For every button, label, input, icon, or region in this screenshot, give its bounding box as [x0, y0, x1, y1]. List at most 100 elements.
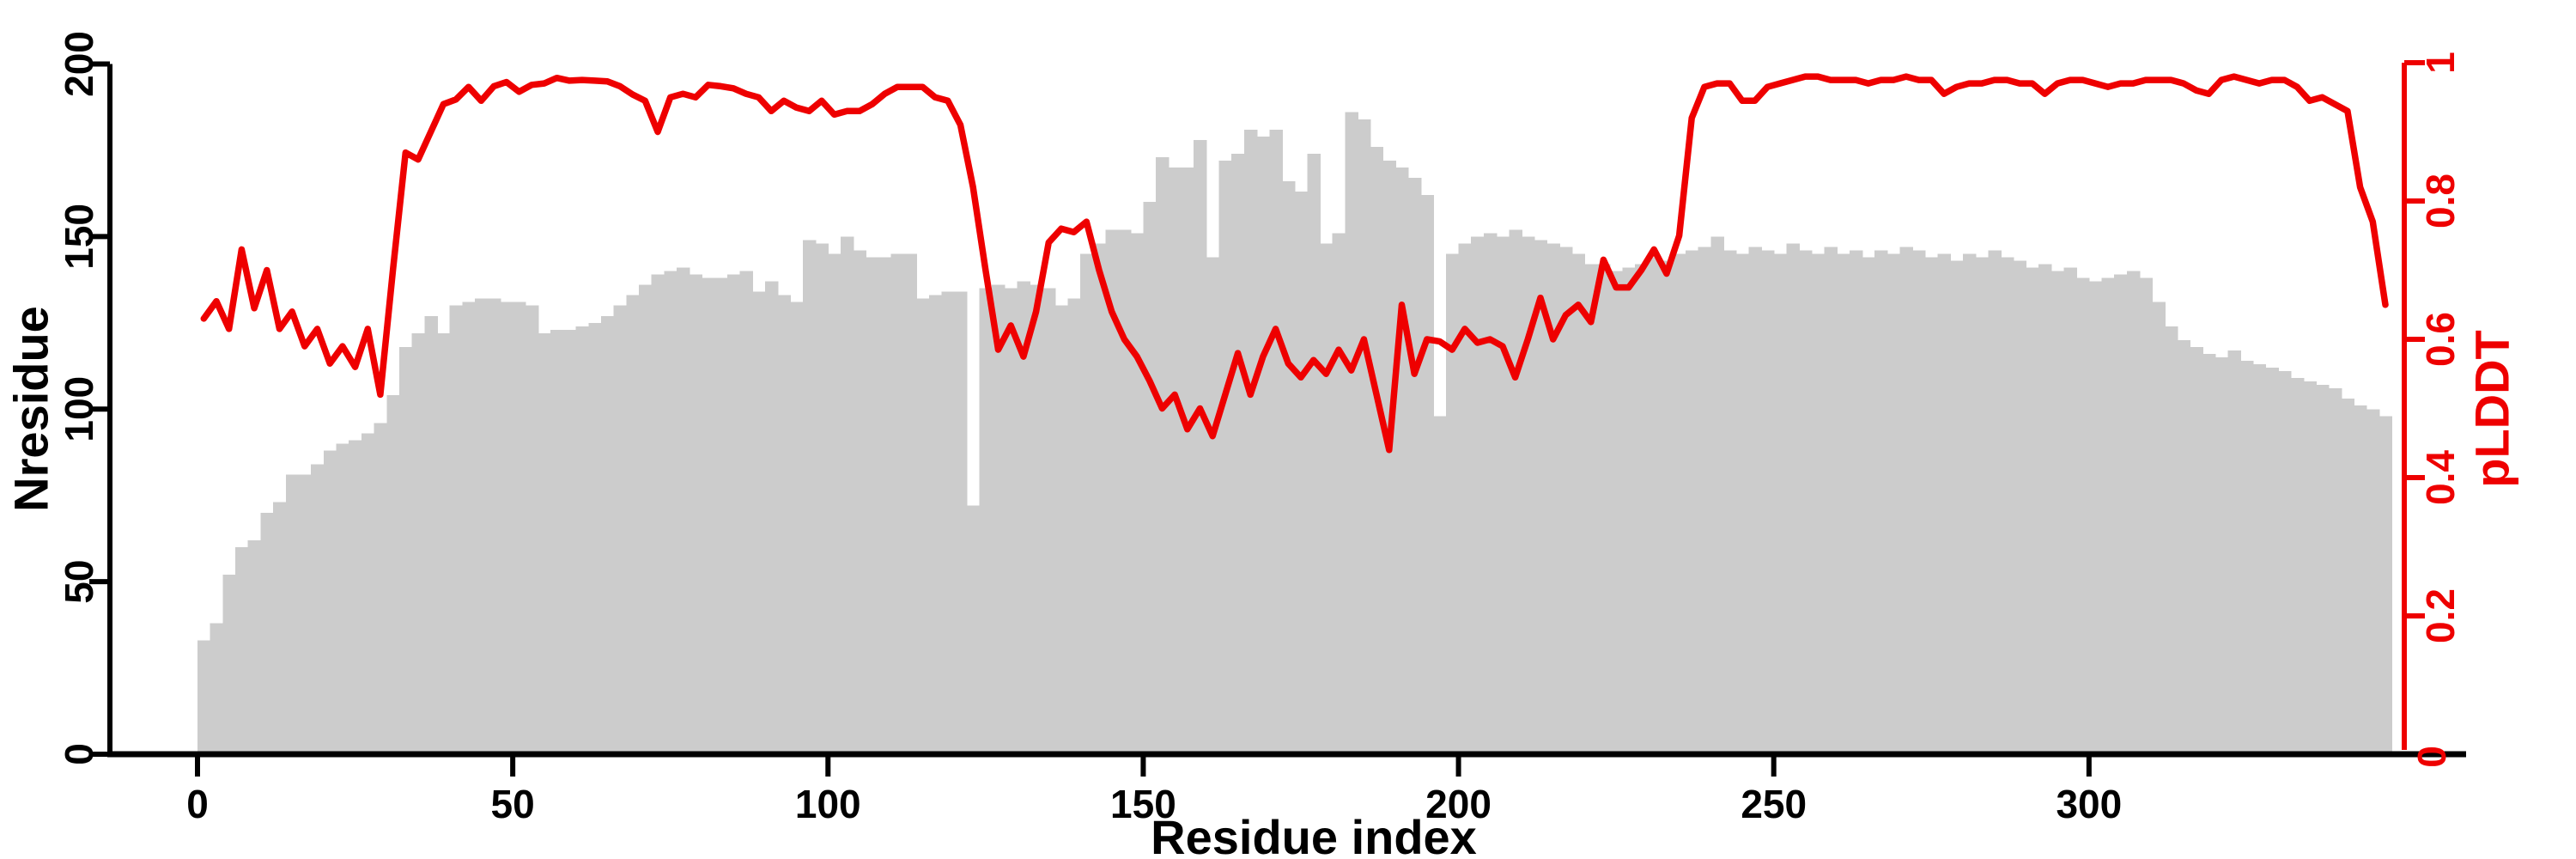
bar: [1748, 247, 1762, 754]
bar: [1181, 168, 1194, 754]
bar: [1294, 192, 1309, 754]
bar: [1269, 129, 1283, 754]
bar: [1735, 253, 1750, 754]
bar: [2341, 399, 2355, 754]
bar: [638, 284, 653, 754]
bar: [1937, 253, 1952, 754]
bar: [1370, 146, 1384, 755]
bar: [1950, 260, 1964, 754]
x-tick-label: 150: [1110, 782, 1176, 826]
bar: [588, 322, 602, 754]
bar: [1837, 253, 1850, 754]
bar: [739, 271, 753, 754]
bar: [1874, 250, 1888, 754]
bar: [273, 502, 287, 754]
bar: [1042, 288, 1056, 754]
bar: [979, 288, 993, 754]
bar: [1004, 288, 1018, 754]
bar: [222, 575, 236, 754]
bar: [1698, 247, 1712, 754]
bar: [2202, 353, 2216, 754]
bar: [689, 274, 703, 754]
bar: [1975, 257, 1990, 755]
bar: [2265, 368, 2279, 754]
bar: [1156, 156, 1170, 754]
bar: [336, 443, 350, 754]
bar: [1358, 119, 1371, 754]
bar: [1673, 253, 1686, 754]
bar: [1445, 253, 1460, 754]
bar: [1647, 257, 1662, 755]
right-tick-label: 0.8: [2418, 174, 2463, 228]
bar: [1924, 257, 1939, 755]
bar: [525, 305, 539, 755]
left-tick-label: 100: [57, 376, 101, 442]
bar: [1194, 139, 1207, 754]
bar: [1433, 416, 1447, 754]
bar: [1017, 281, 1031, 754]
bar: [890, 253, 905, 754]
bar: [1218, 160, 1233, 755]
bar: [1912, 250, 1926, 754]
bar: [651, 274, 665, 754]
left-tick-label: 200: [57, 31, 101, 97]
bar: [1862, 257, 1875, 755]
right-tick-label: 0: [2409, 746, 2454, 768]
bar: [1824, 247, 1838, 754]
bar: [2164, 326, 2178, 754]
bar: [2252, 364, 2267, 754]
bar: [260, 512, 274, 754]
bar: [1786, 243, 1800, 754]
right-tick-label: 1: [2418, 52, 2463, 74]
bar: [1143, 202, 1157, 754]
bar: [966, 505, 981, 754]
bar: [2177, 339, 2191, 754]
x-tick-label: 200: [1425, 782, 1492, 826]
x-tick-label: 50: [491, 782, 535, 826]
bar: [1105, 229, 1119, 755]
bar: [323, 450, 337, 754]
bar: [2379, 416, 2393, 754]
bar: [1899, 247, 1914, 754]
bar: [1420, 195, 1434, 755]
bar: [2240, 361, 2254, 754]
plddt-line: [200, 73, 2389, 454]
right-tick-label: 0.6: [2418, 312, 2463, 367]
bar: [1345, 112, 1358, 754]
bar: [1496, 236, 1510, 754]
bar: [285, 474, 300, 754]
axes: 0 50 100 150 200 0 50 100 150 200 250 300 0 0.2 0.4 0.6…: [57, 31, 2466, 826]
bar: [928, 295, 943, 754]
bar: [903, 253, 917, 754]
bar: [1168, 168, 1182, 754]
bar: [1988, 250, 2002, 754]
x-tick-label: 250: [1741, 782, 1807, 826]
bar: [235, 546, 249, 754]
bar: [840, 236, 854, 754]
bar: [1471, 236, 1485, 754]
bar: [500, 302, 513, 754]
bar: [1130, 233, 1145, 754]
bar: [1710, 236, 1724, 754]
bar: [626, 295, 640, 754]
bar: [2101, 277, 2116, 755]
bar: [562, 329, 577, 754]
bar: [2026, 267, 2039, 755]
bar: [2063, 267, 2077, 755]
bar: [1395, 168, 1409, 754]
bar: [2290, 378, 2305, 754]
bar: [210, 623, 224, 754]
bar: [2316, 385, 2330, 754]
bar: [2227, 350, 2241, 754]
bar: [1761, 250, 1775, 754]
bar: [677, 267, 690, 755]
bar: [802, 240, 817, 755]
bar: [1256, 136, 1271, 754]
bar: [2076, 277, 2090, 755]
bar: [1320, 243, 1334, 754]
bar: [1886, 253, 1901, 754]
bar: [247, 539, 262, 754]
bar: [1382, 160, 1396, 755]
